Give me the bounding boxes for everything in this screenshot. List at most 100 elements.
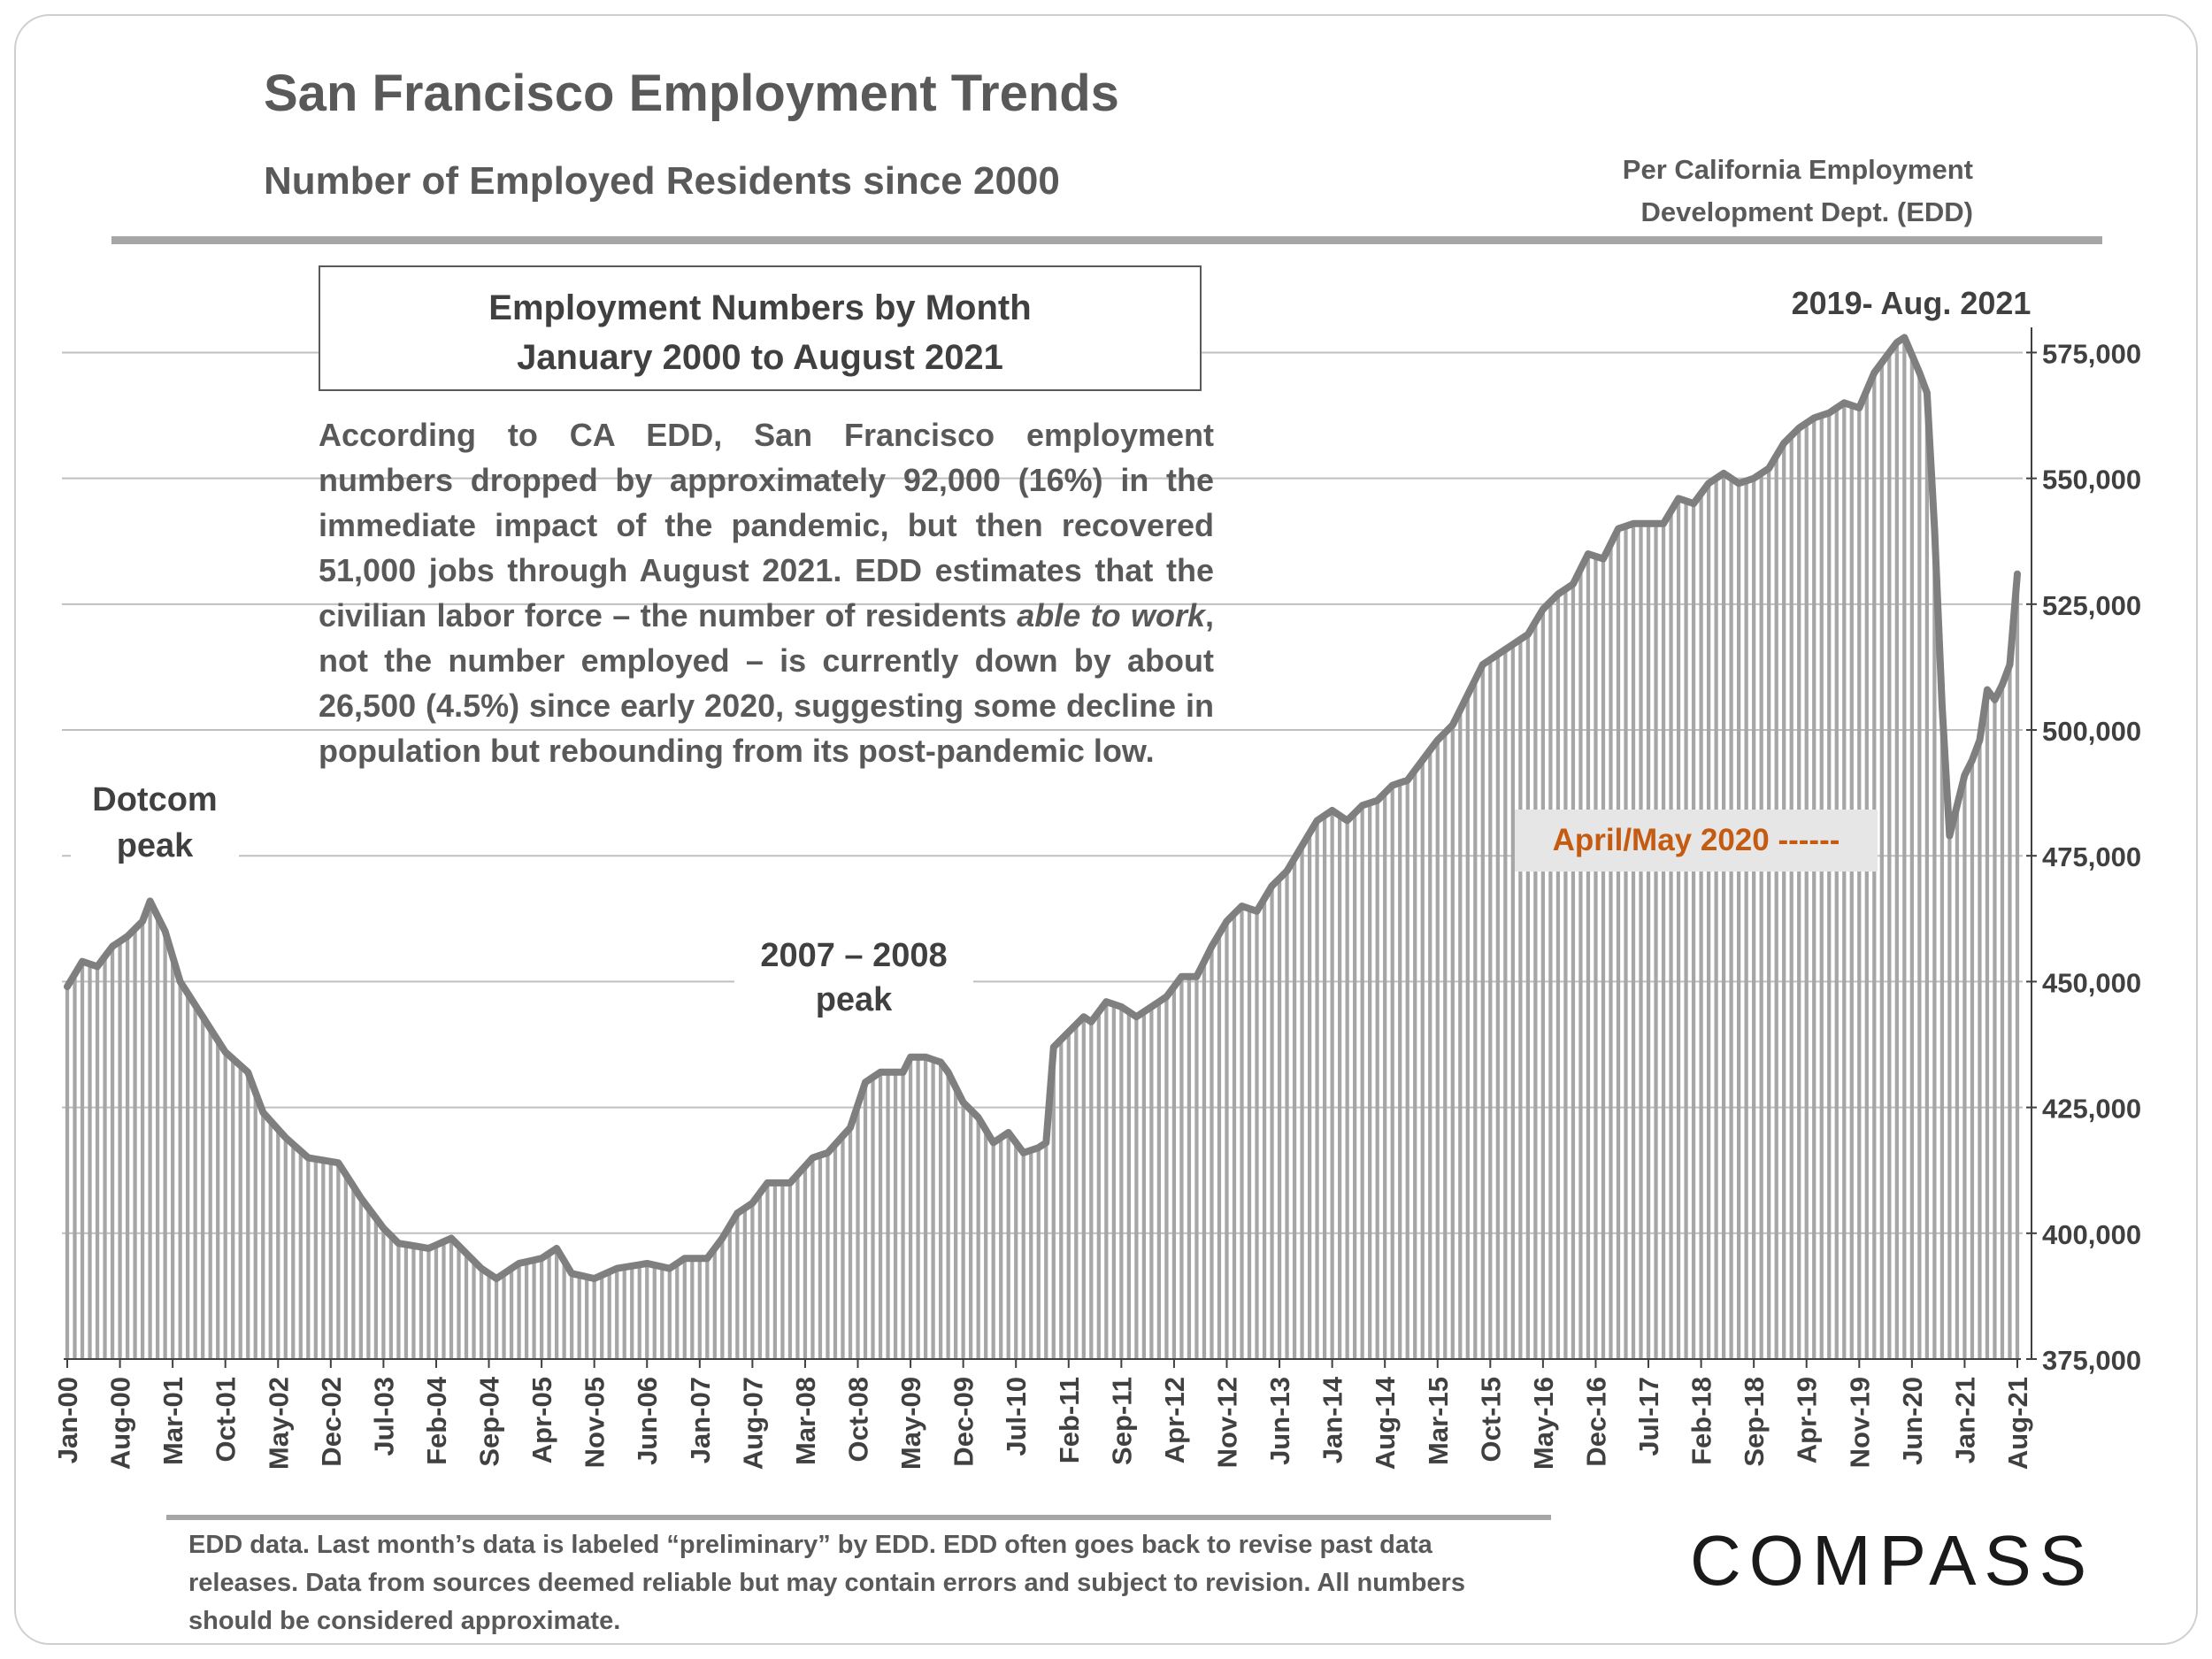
bar bbox=[1405, 780, 1409, 1359]
bar bbox=[787, 1182, 793, 1359]
bar bbox=[667, 1268, 672, 1359]
bar bbox=[133, 928, 137, 1359]
bar bbox=[1827, 412, 1832, 1360]
bar bbox=[682, 1258, 687, 1359]
x-tick-label: Feb-04 bbox=[421, 1376, 452, 1465]
bar bbox=[1902, 337, 1907, 1359]
bar bbox=[991, 1142, 995, 1359]
bar bbox=[1044, 1142, 1048, 1359]
bar bbox=[954, 1087, 958, 1359]
x-tick-label: Apr-19 bbox=[1792, 1377, 1823, 1463]
bar bbox=[999, 1137, 1003, 1359]
bar bbox=[555, 1248, 559, 1359]
bar bbox=[1970, 760, 1975, 1359]
bar bbox=[449, 1238, 454, 1359]
bar bbox=[1503, 649, 1508, 1359]
bar bbox=[1864, 390, 1869, 1360]
x-tick-label: Aug-07 bbox=[737, 1377, 768, 1470]
bar bbox=[1947, 835, 1952, 1359]
peak-2007-2008-label: 2007 – 2008 peak bbox=[734, 933, 973, 1022]
bar bbox=[1932, 528, 1937, 1359]
bar bbox=[765, 1182, 770, 1359]
bar bbox=[1277, 878, 1282, 1359]
bar bbox=[1631, 523, 1636, 1359]
bar bbox=[1307, 833, 1312, 1359]
bar bbox=[615, 1268, 619, 1359]
bar bbox=[826, 1152, 830, 1359]
page-subtitle: Number of Employed Residents since 2000 bbox=[264, 159, 1060, 203]
bar bbox=[1540, 609, 1546, 1359]
bar bbox=[652, 1264, 657, 1359]
bar bbox=[1096, 1011, 1101, 1359]
bar bbox=[848, 1127, 853, 1359]
bar bbox=[931, 1059, 935, 1359]
caption-line-1: Employment Numbers by Month bbox=[488, 288, 1032, 327]
bar bbox=[1240, 906, 1244, 1359]
x-tick-label: Dec-09 bbox=[949, 1377, 979, 1467]
bar bbox=[223, 1052, 227, 1359]
bar bbox=[1510, 644, 1515, 1359]
x-tick-label: Jan-07 bbox=[685, 1377, 716, 1463]
bar bbox=[193, 1004, 197, 1359]
bar bbox=[1571, 584, 1576, 1359]
bar bbox=[1924, 392, 1930, 1360]
bar bbox=[306, 1157, 311, 1359]
bar bbox=[1021, 1152, 1025, 1359]
bar bbox=[298, 1150, 303, 1359]
bar bbox=[577, 1275, 581, 1359]
bar bbox=[720, 1238, 725, 1359]
bar bbox=[1225, 921, 1229, 1359]
bar bbox=[976, 1117, 980, 1359]
bar bbox=[178, 981, 182, 1359]
bar-layer bbox=[65, 337, 2020, 1360]
bar bbox=[1051, 1047, 1056, 1359]
bar bbox=[1285, 871, 1289, 1359]
bar bbox=[1849, 405, 1854, 1359]
bar bbox=[261, 1112, 265, 1359]
bar bbox=[88, 964, 92, 1359]
x-tick-label: Oct-08 bbox=[843, 1377, 874, 1462]
bar bbox=[1450, 725, 1455, 1359]
bar bbox=[1368, 803, 1372, 1359]
bar bbox=[1006, 1133, 1010, 1359]
bar bbox=[690, 1258, 695, 1359]
bar bbox=[1036, 1148, 1041, 1359]
bar bbox=[1247, 908, 1252, 1359]
x-tick-label: Jan-00 bbox=[52, 1377, 83, 1463]
bar bbox=[1029, 1149, 1033, 1359]
bar bbox=[1767, 468, 1771, 1359]
bar bbox=[1300, 845, 1304, 1359]
bar bbox=[570, 1273, 574, 1359]
recent-period-label: 2019- Aug. 2021 bbox=[1770, 285, 2053, 322]
bar bbox=[1586, 553, 1591, 1359]
bar bbox=[1179, 976, 1184, 1359]
bar bbox=[585, 1277, 589, 1359]
bar bbox=[856, 1104, 860, 1359]
footer-disclaimer: EDD data. Last month’s data is labeled “… bbox=[188, 1531, 1465, 1635]
bar bbox=[1609, 543, 1613, 1359]
bar bbox=[600, 1275, 604, 1359]
bar bbox=[208, 1028, 212, 1359]
bar bbox=[517, 1263, 521, 1359]
bar bbox=[592, 1278, 596, 1359]
bar bbox=[509, 1268, 514, 1359]
bar bbox=[411, 1246, 416, 1359]
x-tick-label: Jun-13 bbox=[1264, 1377, 1295, 1465]
bar bbox=[2000, 684, 2005, 1359]
bar bbox=[1721, 472, 1726, 1359]
bar bbox=[607, 1271, 611, 1359]
bar bbox=[2008, 664, 2012, 1359]
bar bbox=[1210, 946, 1214, 1359]
bar bbox=[238, 1065, 242, 1359]
bar bbox=[1525, 634, 1530, 1359]
bar bbox=[381, 1228, 386, 1359]
bar bbox=[1089, 1021, 1094, 1359]
axis-layer: 375,000 400,000 425,000 450,000 475,000 500,0… bbox=[52, 327, 2141, 1470]
bar bbox=[946, 1071, 950, 1359]
bar bbox=[366, 1208, 371, 1359]
bar bbox=[908, 1056, 913, 1359]
bar bbox=[155, 916, 160, 1359]
peak08-label-line-1: 2007 – 2008 bbox=[760, 937, 948, 974]
bar bbox=[1074, 1024, 1079, 1359]
bar bbox=[1428, 749, 1432, 1359]
